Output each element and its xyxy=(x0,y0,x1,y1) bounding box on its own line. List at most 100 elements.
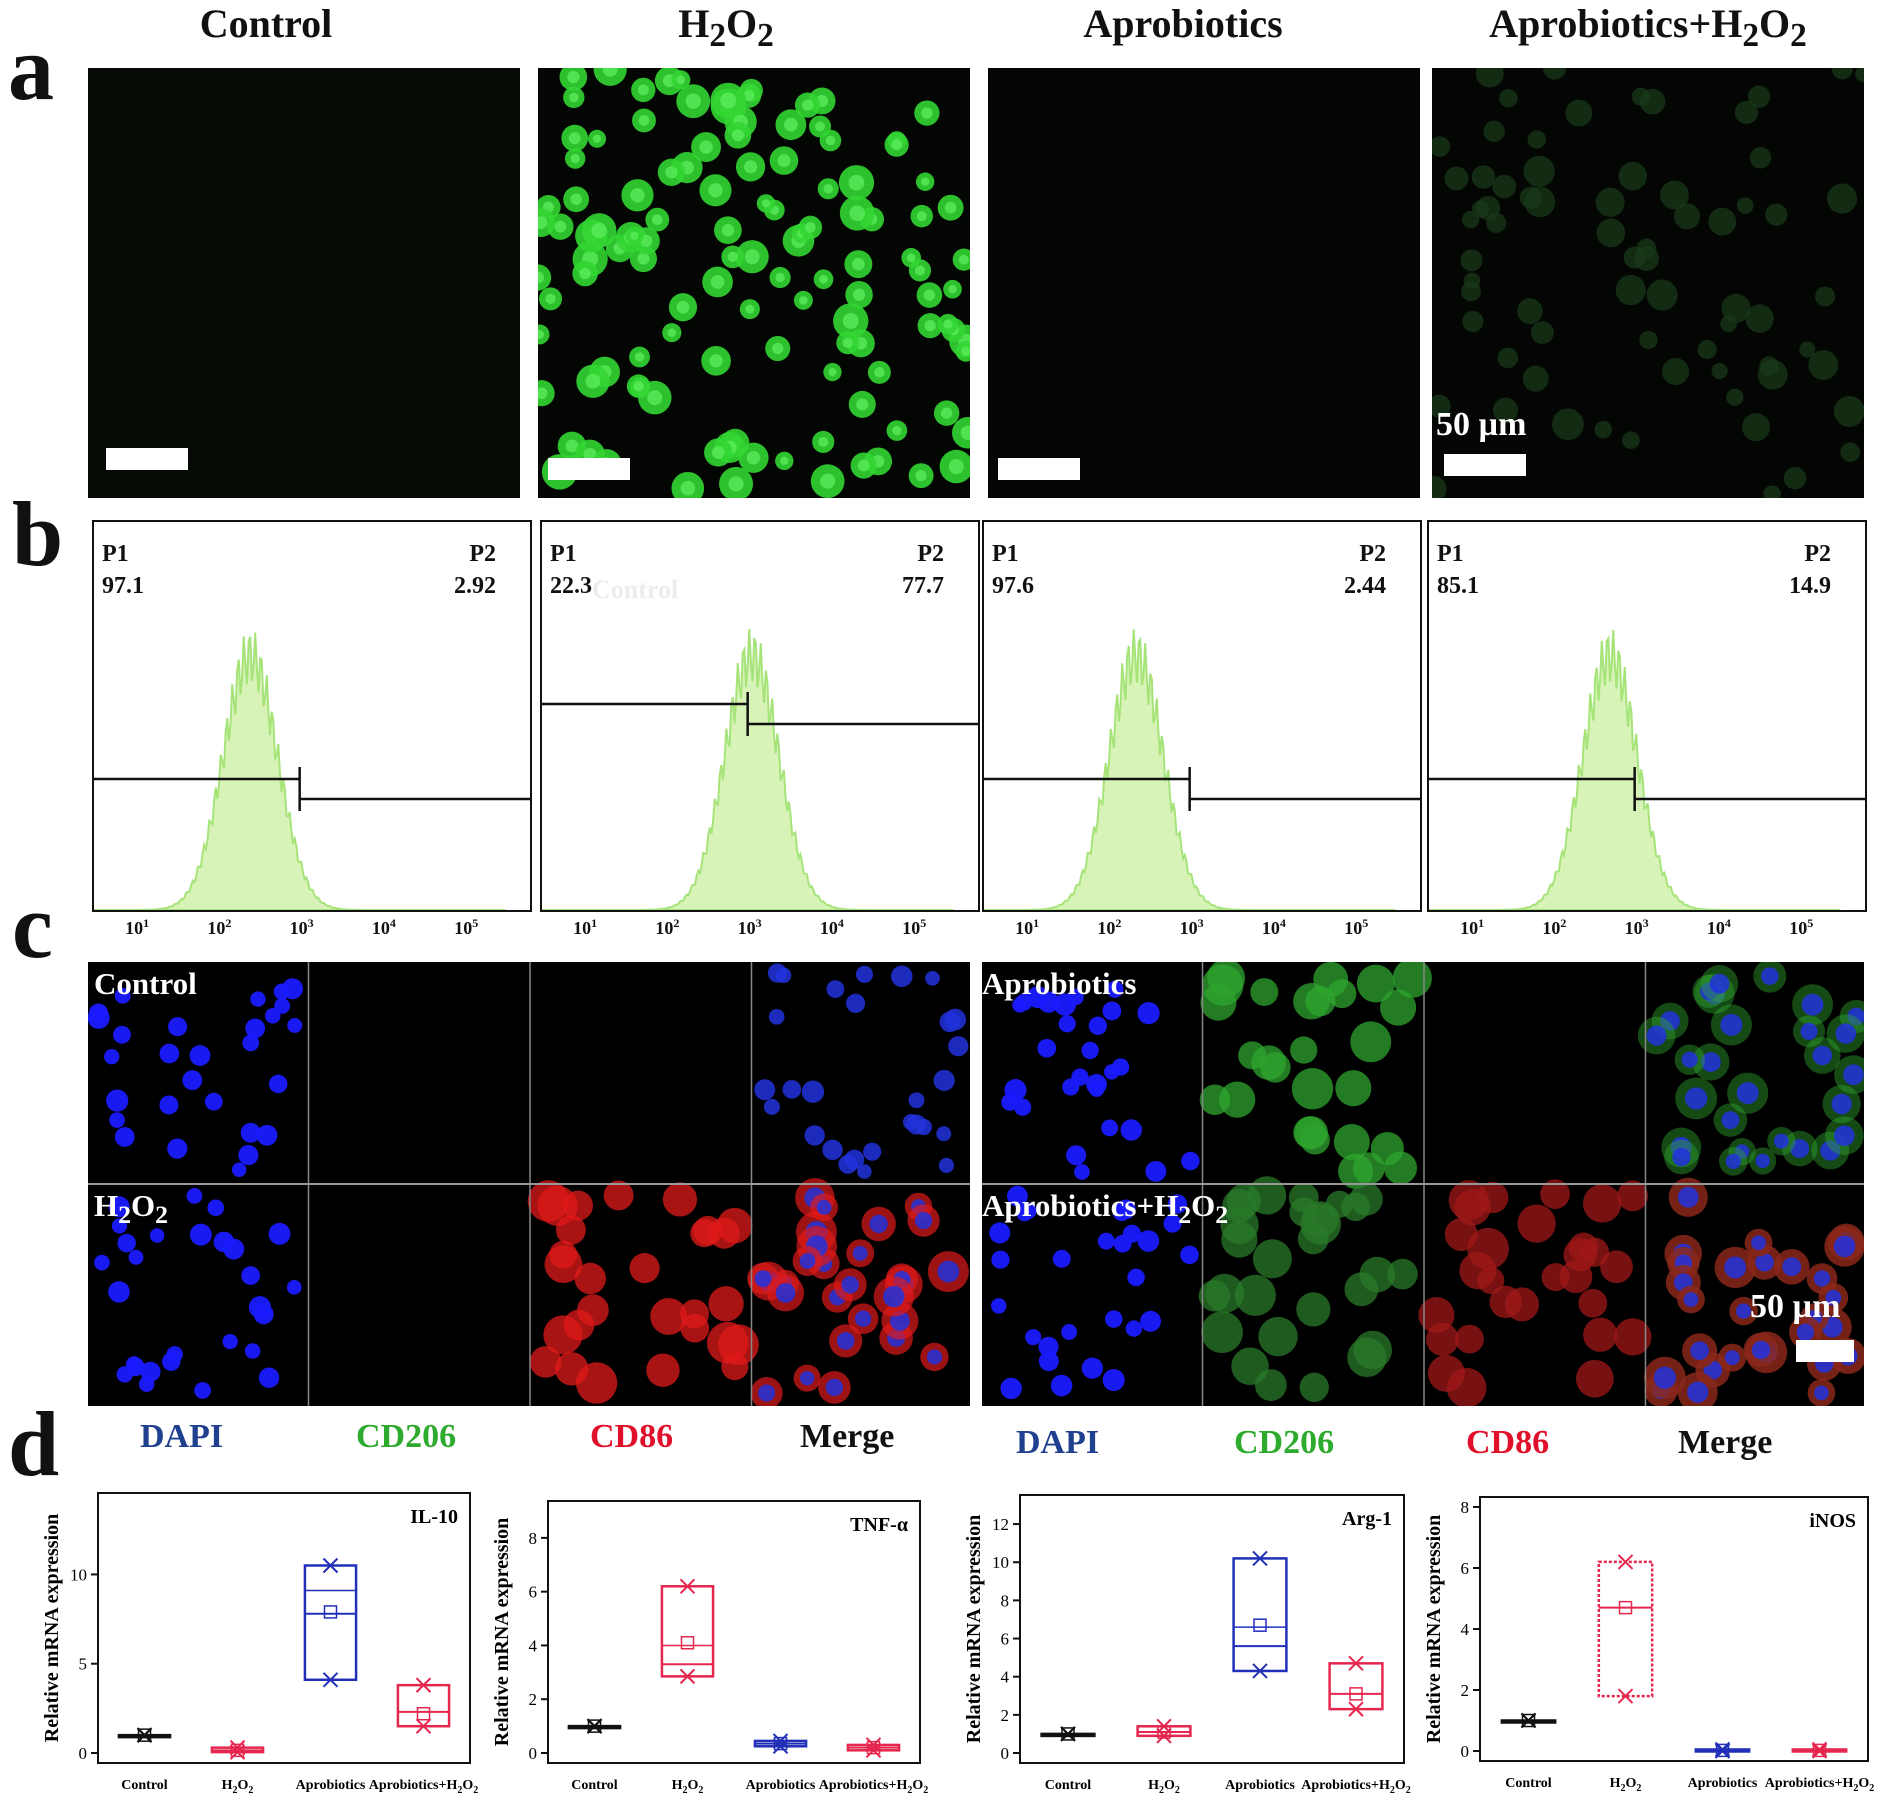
y-tick-label: 8 xyxy=(1461,1498,1470,1517)
gate-p2-value: 14.9 xyxy=(1789,573,1831,600)
group-title-aprobiotics-h2o2: Aprobiotics+H2O2 xyxy=(1489,1,1807,54)
axis-tick-label: 105 xyxy=(454,916,479,938)
gate-p1-label: P1 22.3 xyxy=(550,538,592,603)
gate-p2-label: P2 2.44 xyxy=(1344,538,1386,603)
extreme-marker xyxy=(415,1718,432,1734)
y-tick-label: 5 xyxy=(79,1655,88,1674)
scale-bar xyxy=(548,458,630,480)
x-tick-label: H2O2 xyxy=(222,1778,254,1796)
gate-p2-name: P2 xyxy=(1359,541,1386,567)
x-tick-label: Aprobiotics+H2O2 xyxy=(1765,1776,1875,1794)
histogram-curve xyxy=(984,629,1396,910)
panel-letter-d: d xyxy=(8,1393,60,1495)
axis-tick-label: 102 xyxy=(1097,916,1122,938)
panel-letter-b: b xyxy=(12,483,64,585)
axis-tick-label: 103 xyxy=(289,916,314,938)
extreme-marker xyxy=(772,1738,789,1754)
extreme-marker xyxy=(1348,1701,1364,1717)
extreme-marker xyxy=(586,1718,603,1734)
y-tick-label: 2 xyxy=(1461,1681,1470,1700)
extreme-marker xyxy=(1811,1741,1828,1758)
extreme-marker xyxy=(1156,1718,1172,1734)
confocal-grid-left: Control H2O2 xyxy=(88,962,970,1406)
x-tick-label: H2O2 xyxy=(1148,1778,1180,1796)
x-tick-label: Control xyxy=(1505,1776,1552,1791)
extreme-marker xyxy=(322,1672,339,1688)
mean-marker xyxy=(1715,1743,1730,1758)
extreme-marker xyxy=(679,1668,696,1685)
ghost-label: Control xyxy=(592,575,679,604)
y-tick-label: 10 xyxy=(70,1565,87,1584)
axis-tick-label: 104 xyxy=(819,916,844,938)
mean-marker xyxy=(1253,1618,1267,1632)
y-tick-label: 8 xyxy=(1001,1591,1010,1610)
x-tick-label: Aprobiotics xyxy=(1688,1776,1758,1791)
x-tick-label: H2O2 xyxy=(1610,1776,1642,1794)
x-tick-label: Aprobiotics xyxy=(1225,1778,1295,1793)
axis-tick-label: 102 xyxy=(207,916,232,938)
extreme-marker xyxy=(415,1677,432,1693)
x-tick-label: Control xyxy=(571,1778,618,1793)
extreme-marker xyxy=(136,1727,153,1743)
gate-p2-value: 2.92 xyxy=(454,573,496,600)
confocal-label-aprobiotics: Aprobiotics xyxy=(982,966,1137,1001)
gate-p1-name: P1 xyxy=(102,541,129,567)
y-tick-label: 10 xyxy=(992,1553,1009,1572)
gate-p1-value: 22.3 xyxy=(550,573,592,600)
extreme-marker xyxy=(1520,1712,1537,1729)
flow-histogram: Control P1 22.3 P2 77.7 xyxy=(540,520,980,912)
confocal-label-control: Control xyxy=(94,966,197,1001)
y-axis-label: Relative mRNA expression xyxy=(963,1515,985,1744)
gate-p1-name: P1 xyxy=(550,541,577,567)
scale-bar xyxy=(998,458,1080,480)
micrograph-aprobiotics xyxy=(988,68,1420,498)
gate-p1-label: P1 97.1 xyxy=(102,538,144,603)
gate-p1-name: P1 xyxy=(1437,541,1464,567)
qpcr-charts: 0 5 10 Relative mRNA expression IL-10 Control… xyxy=(41,1492,1875,1796)
y-tick-label: 12 xyxy=(992,1515,1009,1534)
gate-p1-value: 85.1 xyxy=(1437,573,1479,600)
chart-title: IL-10 xyxy=(410,1506,458,1528)
micrograph-control xyxy=(88,68,520,498)
y-tick-label: 0 xyxy=(529,1744,538,1763)
extreme-marker xyxy=(1811,1743,1828,1759)
stain-label-cd86: CD86 xyxy=(590,1418,674,1455)
x-tick-label: Aprobiotics+H2O2 xyxy=(369,1778,479,1796)
micrograph-h2o2 xyxy=(538,68,970,498)
y-tick-label: 4 xyxy=(529,1636,538,1655)
extreme-marker xyxy=(865,1737,882,1753)
chart-title: iNOS xyxy=(1809,1510,1856,1532)
mean-marker xyxy=(1521,1713,1536,1728)
mean-marker xyxy=(1061,1727,1075,1741)
box-chart-1: 0 2 4 6 8 Relative mRNA expression TNF-α Contro… xyxy=(491,1500,928,1796)
gate-p1-value: 97.6 xyxy=(992,573,1034,600)
y-axis-label: Relative mRNA expression xyxy=(41,1514,63,1743)
y-tick-label: 6 xyxy=(529,1583,538,1602)
extreme-marker xyxy=(1348,1655,1364,1672)
gate-p2-name: P2 xyxy=(917,541,944,567)
mean-marker xyxy=(1349,1687,1363,1701)
extreme-marker xyxy=(229,1744,246,1760)
cell xyxy=(538,264,552,291)
axis-tick-label: 104 xyxy=(371,916,396,938)
axis-tick-label: 102 xyxy=(655,916,680,938)
box xyxy=(303,1564,358,1682)
axis-tick-label: 101 xyxy=(1460,916,1485,938)
stain-label-dapi: DAPI xyxy=(1016,1424,1100,1461)
gate-p2-value: 2.44 xyxy=(1344,573,1386,600)
y-tick-label: 2 xyxy=(529,1690,538,1709)
flow-histogram: P1 97.1 P2 2.92 xyxy=(92,520,532,912)
stain-label-cd206: CD206 xyxy=(1234,1424,1335,1461)
y-tick-label: 0 xyxy=(1461,1742,1470,1761)
gate-p2-name: P2 xyxy=(1804,541,1831,567)
gate-p1-label: P1 97.6 xyxy=(992,538,1034,603)
stain-label-cd206: CD206 xyxy=(356,1418,457,1455)
scale-bar xyxy=(106,448,188,470)
axis-tick-label: 101 xyxy=(1015,916,1040,938)
y-tick-label: 0 xyxy=(1001,1744,1010,1763)
scale-bar xyxy=(1796,1340,1854,1362)
chart-title: Arg-1 xyxy=(1342,1508,1392,1530)
y-tick-label: 8 xyxy=(529,1529,538,1548)
extreme-marker xyxy=(1714,1741,1731,1758)
scale-bar-label: 50 µm xyxy=(1436,406,1527,443)
